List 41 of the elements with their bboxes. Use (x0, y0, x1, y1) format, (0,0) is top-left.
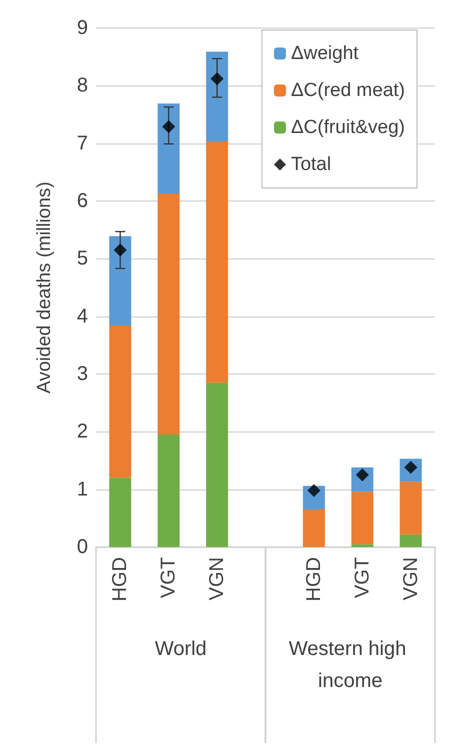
y-tick-label: 4 (76, 305, 88, 328)
legend-label: Total (290, 154, 332, 175)
bar (109, 326, 132, 478)
bar (206, 52, 228, 142)
point (210, 72, 224, 86)
bar (400, 534, 422, 547)
point (114, 244, 127, 257)
bar (351, 492, 374, 544)
bar (158, 434, 180, 547)
y-tick-label: 3 (76, 363, 88, 385)
legend-label: ΔC(fruit&veg) (290, 117, 405, 138)
y-tick-label: 6 (76, 190, 88, 212)
y-tick-label: 7 (76, 132, 88, 154)
bar (206, 382, 228, 547)
y-tick-label: 9 (76, 17, 88, 39)
bar (109, 478, 132, 547)
x-tick-label: HGD (302, 557, 325, 602)
y-tick-label: 5 (76, 248, 88, 270)
bar (158, 104, 180, 194)
bar (400, 482, 422, 534)
x-tick-label: VGT (158, 557, 180, 598)
bar (206, 141, 228, 383)
x-tick-label: VGN (206, 557, 228, 600)
x-tick-label: VGT (351, 557, 374, 598)
legend-label: Δweight (290, 43, 360, 64)
y-tick-label: 2 (76, 420, 88, 443)
y-tick-label: 8 (76, 74, 88, 97)
legend-label: ΔC(red meat) (290, 80, 405, 101)
point (162, 120, 176, 134)
y-axis-title: Avoided deaths (millions) (34, 182, 55, 394)
y-tick-label: 1 (76, 478, 88, 500)
point (307, 484, 320, 497)
y-tick-label: 0 (76, 536, 88, 558)
text: World (154, 638, 207, 660)
bar (158, 194, 180, 435)
x-tick-label: VGN (400, 557, 422, 600)
x-tick-label: HGD (109, 557, 132, 602)
bar (302, 508, 325, 547)
bar (351, 544, 374, 547)
bar (109, 236, 132, 326)
text: Western high income (288, 638, 412, 692)
